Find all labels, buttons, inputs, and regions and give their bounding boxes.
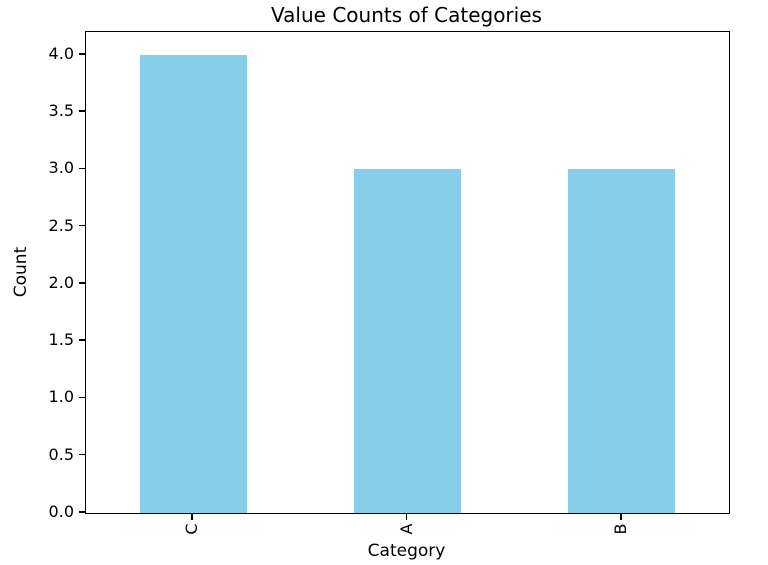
- y-tick-mark: [79, 110, 85, 112]
- y-tick-label: 3.5: [48, 101, 74, 121]
- y-tick-label: 1.5: [48, 330, 74, 350]
- y-tick-mark: [79, 453, 85, 456]
- chart-title: Value Counts of Categories: [271, 3, 542, 27]
- y-tick-label: 0.5: [48, 444, 74, 464]
- plot-area: [85, 31, 730, 514]
- bar-C: [139, 54, 247, 513]
- x-axis-label: Category: [367, 541, 446, 561]
- bar-A: [353, 169, 462, 513]
- bar-B: [568, 169, 676, 513]
- y-tick-label: 0.0: [48, 502, 74, 521]
- y-tick-label: 4.0: [48, 43, 74, 63]
- y-tick-mark: [79, 167, 85, 170]
- x-tick-label-B: B: [610, 523, 630, 535]
- y-tick-mark: [79, 339, 85, 341]
- y-tick-mark: [79, 511, 85, 513]
- y-tick-label: 3.0: [48, 158, 74, 178]
- x-tick-mark: [405, 513, 408, 520]
- x-tick-label-A: A: [396, 523, 416, 535]
- x-tick-mark: [620, 513, 622, 520]
- x-tick-mark: [191, 513, 193, 520]
- y-tick-mark: [79, 396, 85, 399]
- y-tick-mark: [79, 224, 85, 227]
- y-tick-label: 2.5: [48, 215, 74, 235]
- y-tick-label: 1.0: [48, 387, 74, 407]
- x-tick-label-C: C: [182, 523, 202, 535]
- y-tick-label: 2.0: [48, 272, 74, 292]
- y-tick-mark: [79, 53, 85, 55]
- y-tick-mark: [79, 282, 85, 284]
